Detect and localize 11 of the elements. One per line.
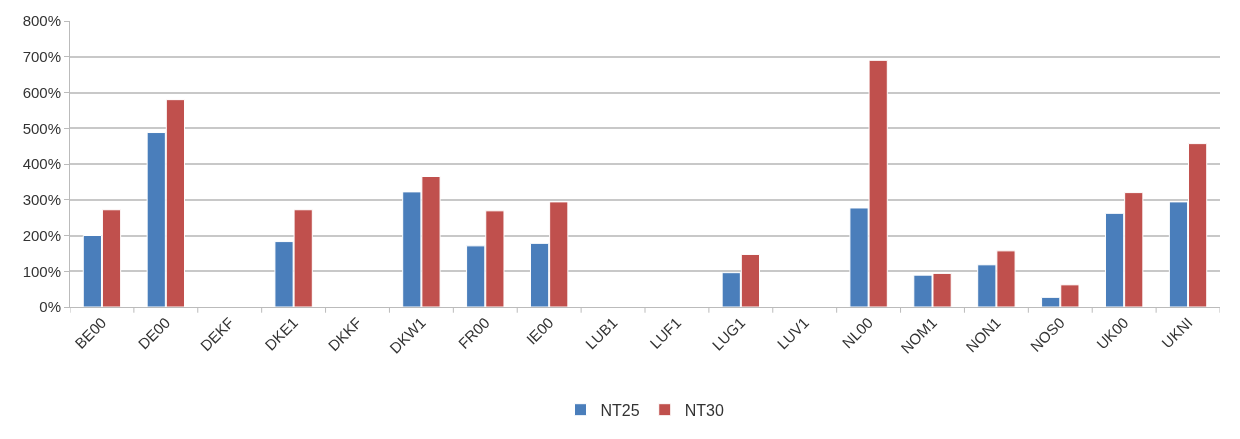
y-tick-label: 800% — [22, 12, 61, 30]
y-tick-label: 500% — [22, 119, 61, 137]
y-tick-label: 100% — [22, 262, 61, 280]
legend-label: NT30 — [684, 401, 724, 419]
y-tick-label: 600% — [22, 83, 61, 101]
y-tick-label: 700% — [22, 48, 61, 65]
y-tick-label: 300% — [22, 191, 61, 208]
y-tick-label: 200% — [22, 226, 61, 244]
y-tick-label: 0% — [39, 298, 61, 316]
y-tick-label: 400% — [22, 155, 61, 173]
legend-label: NT25 — [600, 401, 640, 419]
